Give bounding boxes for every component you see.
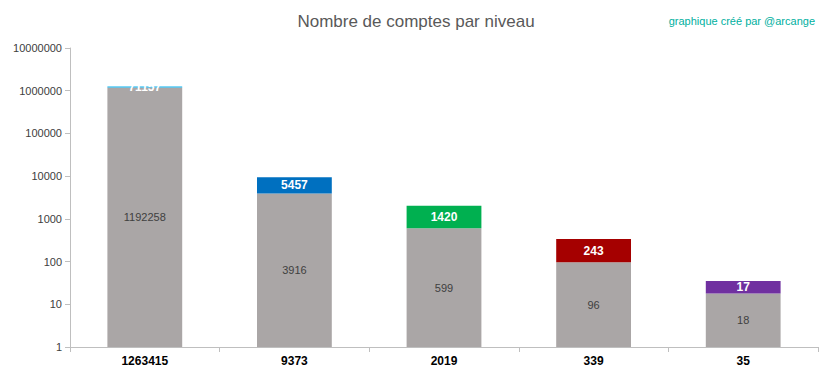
svg-text:1263415: 1263415 <box>121 354 168 368</box>
svg-text:1: 1 <box>56 341 62 353</box>
svg-text:35: 35 <box>737 354 751 368</box>
svg-text:100: 100 <box>44 256 62 268</box>
svg-text:17: 17 <box>737 280 751 294</box>
svg-text:10: 10 <box>50 298 62 310</box>
svg-text:339: 339 <box>584 354 604 368</box>
svg-text:599: 599 <box>435 282 453 294</box>
svg-text:243: 243 <box>584 244 604 258</box>
svg-text:1000000: 1000000 <box>19 85 62 97</box>
svg-text:1000: 1000 <box>38 213 62 225</box>
svg-text:18: 18 <box>737 314 749 326</box>
svg-text:1192258: 1192258 <box>124 211 166 223</box>
svg-text:10000: 10000 <box>31 170 62 182</box>
svg-text:Nombre de comptes par niveau: Nombre de comptes par niveau <box>297 12 534 31</box>
svg-text:3916: 3916 <box>282 264 306 276</box>
svg-text:5457: 5457 <box>281 178 308 192</box>
svg-text:96: 96 <box>587 299 599 311</box>
svg-text:71157: 71157 <box>128 80 161 94</box>
svg-text:100000: 100000 <box>25 127 62 139</box>
svg-text:10000000: 10000000 <box>13 42 62 54</box>
svg-text:9373: 9373 <box>281 354 308 368</box>
svg-text:2019: 2019 <box>431 354 458 368</box>
svg-text:graphique créé par @arcange: graphique créé par @arcange <box>669 15 815 27</box>
svg-text:1420: 1420 <box>431 210 458 224</box>
